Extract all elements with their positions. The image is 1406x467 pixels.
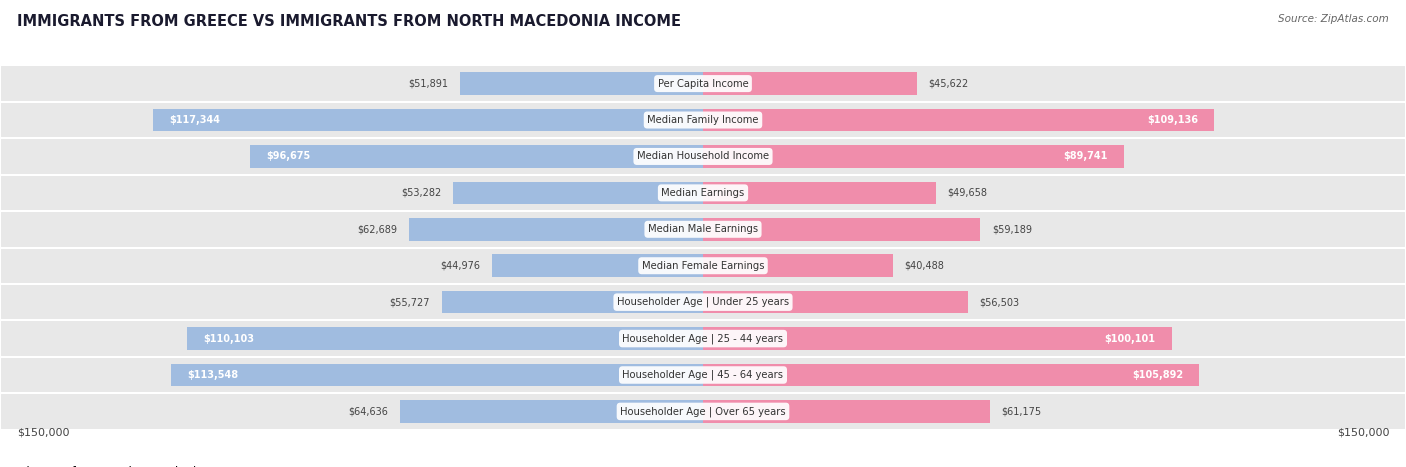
- Bar: [460, 72, 703, 95]
- Legend: Immigrants from Greece, Immigrants from North Macedonia: Immigrants from Greece, Immigrants from …: [0, 461, 208, 467]
- FancyBboxPatch shape: [0, 320, 1406, 357]
- Text: IMMIGRANTS FROM GREECE VS IMMIGRANTS FROM NORTH MACEDONIA INCOME: IMMIGRANTS FROM GREECE VS IMMIGRANTS FRO…: [17, 14, 681, 29]
- Text: $109,136: $109,136: [1147, 115, 1198, 125]
- Bar: [703, 109, 1215, 131]
- FancyBboxPatch shape: [0, 248, 1406, 284]
- Bar: [153, 109, 703, 131]
- Bar: [703, 72, 917, 95]
- Bar: [441, 291, 703, 313]
- Text: $113,548: $113,548: [187, 370, 239, 380]
- Text: $96,675: $96,675: [266, 151, 311, 162]
- Text: $49,658: $49,658: [948, 188, 987, 198]
- Bar: [703, 400, 990, 423]
- Bar: [172, 364, 703, 386]
- Bar: [453, 182, 703, 204]
- Text: $89,741: $89,741: [1063, 151, 1107, 162]
- Text: $53,282: $53,282: [401, 188, 441, 198]
- Text: $55,727: $55,727: [389, 297, 430, 307]
- FancyBboxPatch shape: [0, 65, 1406, 102]
- FancyBboxPatch shape: [0, 393, 1406, 430]
- Text: $56,503: $56,503: [980, 297, 1019, 307]
- Text: Median Female Earnings: Median Female Earnings: [641, 261, 765, 271]
- FancyBboxPatch shape: [0, 284, 1406, 320]
- Bar: [492, 255, 703, 277]
- Bar: [703, 145, 1123, 168]
- Text: Median Male Earnings: Median Male Earnings: [648, 224, 758, 234]
- Text: $44,976: $44,976: [440, 261, 481, 271]
- Text: $45,622: $45,622: [928, 78, 969, 89]
- Text: $105,892: $105,892: [1132, 370, 1182, 380]
- Text: Median Family Income: Median Family Income: [647, 115, 759, 125]
- Bar: [187, 327, 703, 350]
- Bar: [409, 218, 703, 241]
- Text: $150,000: $150,000: [1337, 427, 1389, 437]
- Text: Median Earnings: Median Earnings: [661, 188, 745, 198]
- Text: Per Capita Income: Per Capita Income: [658, 78, 748, 89]
- Text: $117,344: $117,344: [170, 115, 221, 125]
- Text: Householder Age | 25 - 44 years: Householder Age | 25 - 44 years: [623, 333, 783, 344]
- Bar: [703, 182, 936, 204]
- FancyBboxPatch shape: [0, 138, 1406, 175]
- Bar: [703, 255, 893, 277]
- FancyBboxPatch shape: [0, 357, 1406, 393]
- Bar: [703, 364, 1199, 386]
- Text: Householder Age | 45 - 64 years: Householder Age | 45 - 64 years: [623, 370, 783, 380]
- FancyBboxPatch shape: [0, 102, 1406, 138]
- Text: $100,101: $100,101: [1105, 333, 1156, 344]
- Bar: [401, 400, 703, 423]
- Bar: [250, 145, 703, 168]
- Text: Householder Age | Under 25 years: Householder Age | Under 25 years: [617, 297, 789, 307]
- Text: $59,189: $59,189: [993, 224, 1032, 234]
- Text: $61,175: $61,175: [1001, 406, 1042, 417]
- Text: $62,689: $62,689: [357, 224, 398, 234]
- Text: $150,000: $150,000: [17, 427, 69, 437]
- Text: Source: ZipAtlas.com: Source: ZipAtlas.com: [1278, 14, 1389, 24]
- Text: $51,891: $51,891: [408, 78, 449, 89]
- Text: $64,636: $64,636: [349, 406, 388, 417]
- Bar: [703, 218, 980, 241]
- Text: $110,103: $110,103: [204, 333, 254, 344]
- Text: Median Household Income: Median Household Income: [637, 151, 769, 162]
- Bar: [703, 327, 1173, 350]
- FancyBboxPatch shape: [0, 211, 1406, 248]
- FancyBboxPatch shape: [0, 175, 1406, 211]
- Bar: [703, 291, 967, 313]
- Text: $40,488: $40,488: [904, 261, 945, 271]
- Text: Householder Age | Over 65 years: Householder Age | Over 65 years: [620, 406, 786, 417]
